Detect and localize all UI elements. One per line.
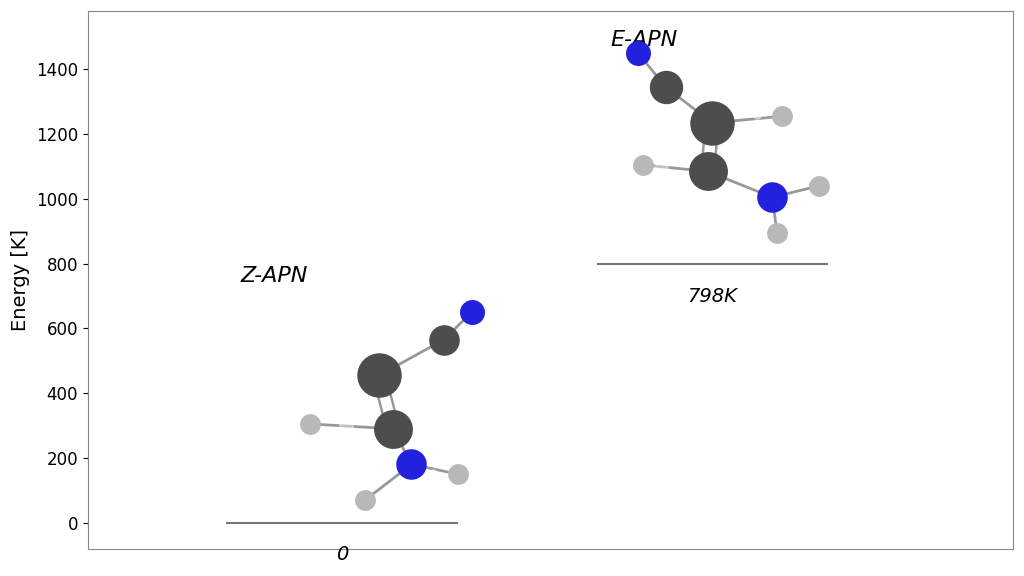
Text: Z-APN: Z-APN xyxy=(241,266,307,286)
Text: 798K: 798K xyxy=(687,287,737,306)
Y-axis label: Energy [K]: Energy [K] xyxy=(11,229,30,331)
Text: E-APN: E-APN xyxy=(610,30,678,50)
Text: 0: 0 xyxy=(336,545,348,564)
